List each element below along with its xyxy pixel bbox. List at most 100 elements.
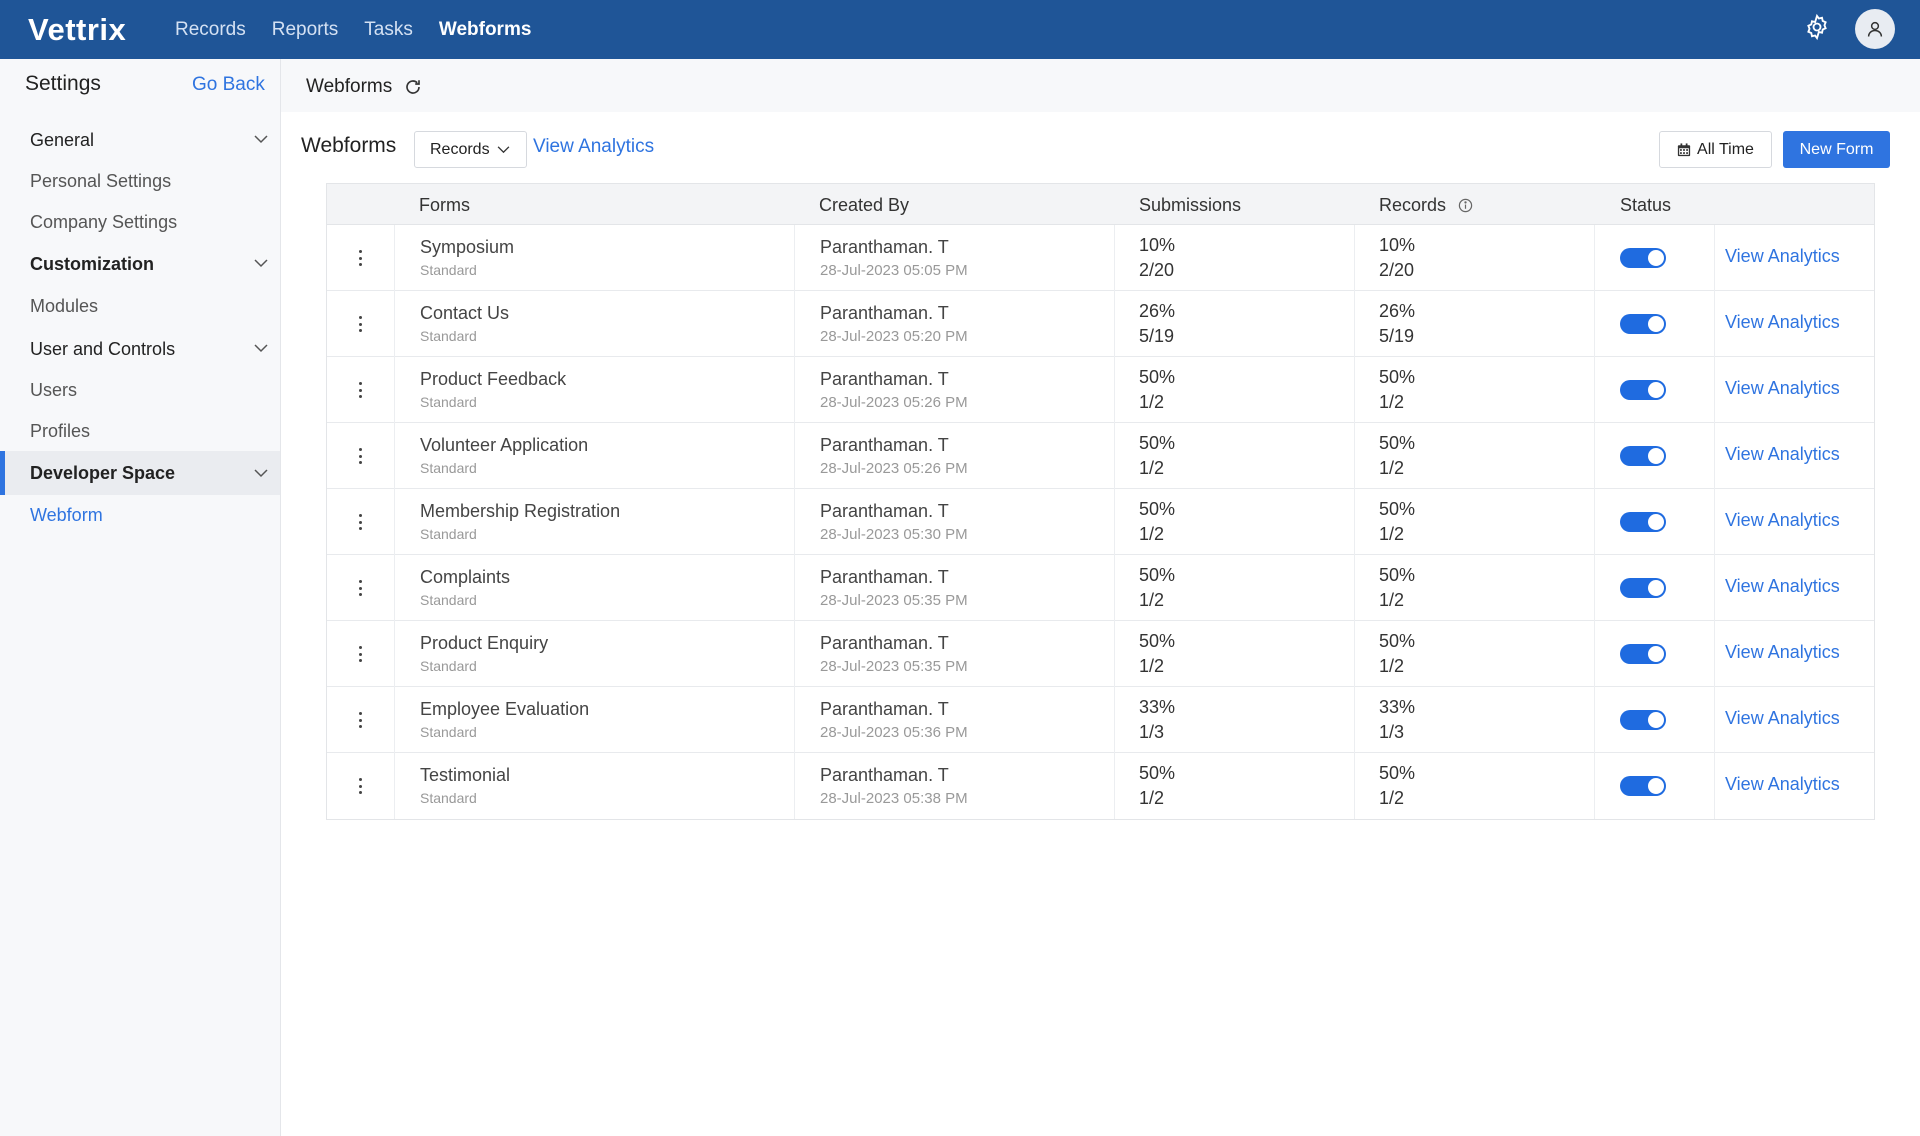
form-name[interactable]: Symposium [420,237,515,257]
records-count: 1/2 [1379,524,1405,544]
sidebar-item-users[interactable]: Users [0,369,280,411]
form-type: Standard [420,658,477,674]
sidebar-item-modules[interactable]: Modules [0,285,280,327]
go-back-link[interactable]: Go Back [192,74,265,95]
sidebar-item-personal-settings[interactable]: Personal Settings [0,160,280,202]
row-view-analytics-link[interactable]: View Analytics [1725,378,1840,398]
status-toggle[interactable] [1620,512,1666,532]
status-toggle[interactable] [1620,578,1666,598]
form-type: Standard [420,790,477,806]
form-name[interactable]: Complaints [420,567,511,587]
new-form-button[interactable]: New Form [1783,131,1890,168]
column-divider [1594,489,1595,555]
column-divider [794,555,795,621]
row-view-analytics-link[interactable]: View Analytics [1725,246,1840,266]
status-toggle[interactable] [1620,776,1666,796]
sidebar-group-developer-space[interactable]: Developer Space [0,451,280,495]
refresh-icon[interactable] [404,78,422,96]
date-range-button[interactable]: All Time [1659,131,1772,168]
sidebar-group-general[interactable]: General [0,119,280,161]
form-name[interactable]: Volunteer Application [420,435,589,455]
row-menu-icon[interactable] [357,247,363,269]
toggle-knob [1648,778,1664,794]
row-view-analytics-link[interactable]: View Analytics [1725,576,1840,596]
form-name[interactable]: Membership Registration [420,501,621,521]
sidebar-item-webform[interactable]: Webform [0,494,280,536]
creator-name: Paranthaman. T [820,237,949,257]
nav-records[interactable]: Records [175,18,246,40]
table-row: Symposium Standard Paranthaman. T 28-Jul-20… [327,225,1874,291]
column-header-status[interactable]: Status [1620,195,1672,215]
row-view-analytics-link[interactable]: View Analytics [1725,774,1840,794]
sidebar-group-customization[interactable]: Customization [0,243,280,285]
nav-tasks[interactable]: Tasks [364,18,413,40]
records-percent: 10% [1379,235,1416,255]
toggle-knob [1648,448,1664,464]
sidebar-item-label: Customization [30,253,154,274]
settings-sidebar: Settings Go Back General Personal Settin… [0,59,281,1136]
status-toggle[interactable] [1620,710,1666,730]
sidebar-item-label: Developer Space [30,462,176,483]
submissions-count: 1/2 [1139,590,1165,610]
records-count: 1/2 [1379,788,1405,808]
row-menu-icon[interactable] [357,775,363,797]
row-view-analytics-link[interactable]: View Analytics [1725,708,1840,728]
row-menu-icon[interactable] [357,445,363,467]
info-icon[interactable] [1458,198,1473,213]
chevron-down-icon [254,135,268,144]
column-divider [794,291,795,357]
module-select[interactable]: Records [414,131,527,168]
sidebar-item-company-settings[interactable]: Company Settings [0,201,280,243]
sidebar-group-user-and-controls[interactable]: User and Controls [0,328,280,370]
column-divider [1594,753,1595,819]
form-type: Standard [420,592,477,608]
status-toggle[interactable] [1620,644,1666,664]
records-count: 1/2 [1379,392,1405,412]
nav-webforms[interactable]: Webforms [438,18,532,40]
status-toggle[interactable] [1620,446,1666,466]
column-header-submissions[interactable]: Submissions [1139,195,1242,215]
submissions-percent: 33% [1139,697,1176,717]
column-divider [394,621,395,687]
column-divider [394,291,395,357]
status-toggle[interactable] [1620,380,1666,400]
row-menu-icon[interactable] [357,379,363,401]
gear-icon[interactable] [1803,13,1831,41]
column-divider [1114,687,1115,753]
form-name[interactable]: Employee Evaluation [420,699,590,719]
status-toggle[interactable] [1620,248,1666,268]
status-toggle[interactable] [1620,314,1666,334]
row-menu-icon[interactable] [357,511,363,533]
column-header-forms[interactable]: Forms [419,195,470,215]
sidebar-item-profiles[interactable]: Profiles [0,410,280,452]
creator-name: Paranthaman. T [820,699,949,719]
form-name[interactable]: Product Feedback [420,369,567,389]
column-divider [1354,489,1355,555]
column-header-records[interactable]: Records [1379,195,1473,216]
submissions-count: 1/2 [1139,392,1165,412]
row-view-analytics-link[interactable]: View Analytics [1725,642,1840,662]
row-view-analytics-link[interactable]: View Analytics [1725,312,1840,332]
column-divider [794,225,795,291]
nav-reports[interactable]: Reports [271,18,339,40]
creator-name: Paranthaman. T [820,303,949,323]
row-menu-icon[interactable] [357,577,363,599]
avatar[interactable] [1855,9,1895,49]
sidebar-item-label: General [30,129,95,150]
row-menu-icon[interactable] [357,709,363,731]
column-header-created-by[interactable]: Created By [819,195,910,215]
row-view-analytics-link[interactable]: View Analytics [1725,510,1840,530]
toggle-knob [1648,646,1664,662]
form-name[interactable]: Testimonial [420,765,511,785]
row-menu-icon[interactable] [357,313,363,335]
creator-name: Paranthaman. T [820,765,949,785]
row-menu-icon[interactable] [357,643,363,665]
view-analytics-link[interactable]: View Analytics [533,136,655,157]
submissions-percent: 10% [1139,235,1176,255]
creator-name: Paranthaman. T [820,435,949,455]
page-header: Webforms [281,59,1920,112]
form-name[interactable]: Contact Us [420,303,510,323]
row-view-analytics-link[interactable]: View Analytics [1725,444,1840,464]
form-name[interactable]: Product Enquiry [420,633,549,653]
app-logo[interactable]: Vettrix [28,12,127,47]
